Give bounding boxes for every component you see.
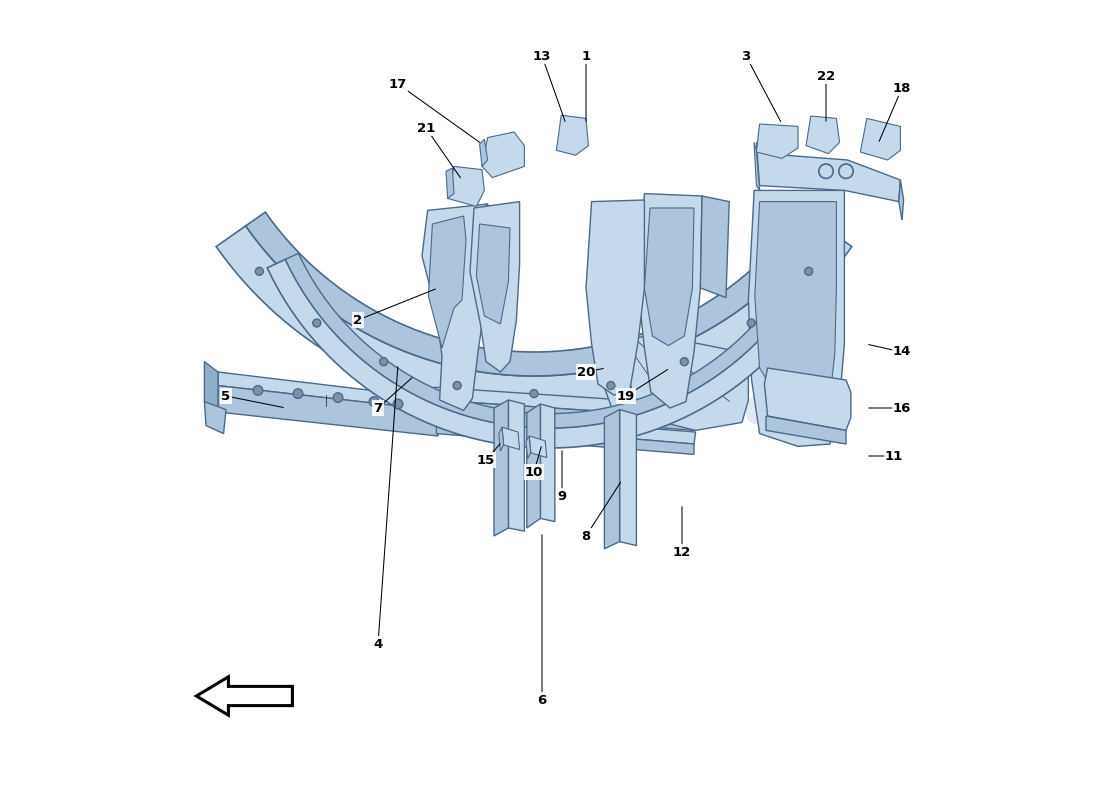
Text: 6: 6: [538, 694, 547, 706]
Circle shape: [333, 393, 343, 402]
Polygon shape: [860, 118, 901, 160]
Polygon shape: [218, 372, 438, 410]
Polygon shape: [480, 139, 487, 166]
Text: 7: 7: [373, 402, 383, 414]
Polygon shape: [494, 400, 508, 536]
Polygon shape: [806, 116, 839, 154]
Text: 17: 17: [389, 78, 407, 90]
Polygon shape: [619, 410, 637, 546]
Polygon shape: [448, 166, 484, 206]
Text: 14: 14: [893, 346, 911, 358]
Polygon shape: [470, 202, 519, 372]
Polygon shape: [486, 204, 508, 248]
Polygon shape: [757, 142, 901, 202]
Polygon shape: [645, 208, 694, 346]
Text: ra: ra: [598, 379, 667, 436]
Polygon shape: [766, 416, 846, 444]
Polygon shape: [245, 212, 823, 376]
Polygon shape: [217, 226, 851, 412]
Polygon shape: [701, 196, 729, 298]
Polygon shape: [422, 204, 487, 410]
Polygon shape: [600, 334, 748, 430]
Polygon shape: [434, 400, 694, 430]
Circle shape: [379, 358, 387, 366]
Circle shape: [253, 386, 263, 395]
Polygon shape: [754, 142, 760, 190]
Circle shape: [747, 319, 756, 327]
Polygon shape: [557, 115, 588, 155]
Polygon shape: [285, 254, 803, 428]
Text: eu: eu: [374, 379, 455, 436]
Text: 4: 4: [373, 638, 383, 650]
Polygon shape: [502, 427, 519, 450]
Circle shape: [393, 399, 403, 409]
Polygon shape: [205, 402, 225, 434]
Text: 20: 20: [576, 366, 595, 378]
Text: 8: 8: [582, 530, 591, 542]
Text: 18: 18: [893, 82, 911, 94]
Polygon shape: [437, 422, 694, 454]
Polygon shape: [604, 410, 619, 549]
Text: 11: 11: [884, 450, 903, 462]
Text: 16: 16: [893, 402, 911, 414]
Polygon shape: [428, 216, 466, 348]
Text: 9: 9: [558, 490, 566, 502]
Text: 12: 12: [673, 546, 691, 558]
Polygon shape: [482, 132, 525, 178]
Polygon shape: [586, 200, 645, 395]
Circle shape: [530, 390, 538, 398]
Circle shape: [370, 397, 378, 406]
Circle shape: [453, 382, 461, 390]
Polygon shape: [218, 386, 438, 436]
Polygon shape: [526, 436, 531, 458]
Polygon shape: [498, 427, 504, 451]
Text: 19: 19: [617, 390, 635, 402]
Polygon shape: [540, 404, 554, 522]
Polygon shape: [748, 190, 845, 446]
Text: 3: 3: [741, 50, 750, 62]
Polygon shape: [205, 362, 218, 412]
Text: 1: 1: [582, 50, 591, 62]
Polygon shape: [476, 224, 510, 324]
Text: 13: 13: [532, 50, 551, 62]
Circle shape: [680, 358, 689, 366]
Text: 22: 22: [817, 70, 835, 82]
Polygon shape: [899, 180, 903, 220]
Polygon shape: [437, 412, 695, 444]
Text: 10: 10: [525, 466, 543, 478]
Text: ro: ro: [486, 379, 554, 436]
Text: 2: 2: [353, 314, 363, 326]
Circle shape: [255, 267, 263, 275]
Polygon shape: [529, 436, 547, 458]
Circle shape: [312, 319, 321, 327]
Polygon shape: [757, 124, 798, 158]
Text: 5: 5: [221, 390, 231, 402]
Polygon shape: [508, 400, 525, 531]
Polygon shape: [446, 168, 454, 198]
Polygon shape: [434, 387, 695, 418]
Text: ces: ces: [710, 379, 820, 436]
Polygon shape: [755, 202, 836, 402]
Text: 21: 21: [417, 122, 436, 134]
Text: 15: 15: [477, 454, 495, 466]
Circle shape: [805, 267, 813, 275]
Circle shape: [294, 389, 302, 398]
Polygon shape: [527, 404, 540, 528]
Circle shape: [607, 382, 615, 390]
Polygon shape: [764, 368, 850, 430]
Polygon shape: [197, 677, 293, 715]
Polygon shape: [267, 259, 821, 448]
Polygon shape: [638, 194, 702, 408]
